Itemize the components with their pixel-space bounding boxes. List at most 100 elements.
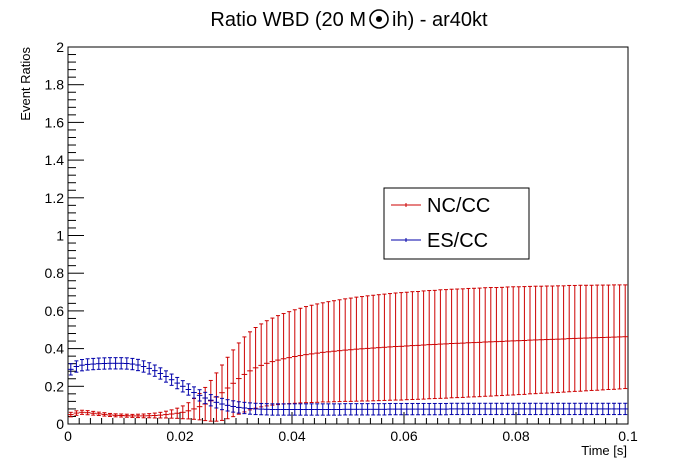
data-point [577, 402, 584, 416]
data-point [549, 402, 556, 416]
data-point [504, 402, 511, 416]
data-point [566, 402, 572, 416]
chart-title-main: Ratio WBD (20 M [210, 9, 366, 31]
data-point [544, 402, 550, 416]
data-point [112, 357, 119, 370]
data-point [572, 402, 578, 416]
data-point [471, 402, 477, 416]
chart-title: Ratio WBD (20 M ih) - ar40kt [210, 9, 488, 31]
data-point [538, 285, 544, 394]
data-point [443, 289, 449, 399]
legend-box [383, 187, 530, 260]
data-point [471, 287, 477, 398]
data-point [432, 289, 438, 400]
data-point [342, 403, 348, 416]
chart-title-suffix: ih) - ar40kt [392, 9, 488, 31]
data-point [392, 402, 399, 416]
data-point [527, 285, 533, 395]
y-tick-label: 0.4 [45, 341, 65, 357]
data-point [129, 413, 136, 418]
data-point [588, 402, 595, 416]
y-tick-label: 0.8 [45, 265, 65, 281]
data-point [336, 299, 343, 403]
data-point [202, 391, 208, 405]
data-point [236, 401, 242, 414]
data-point [376, 294, 382, 402]
data-point [163, 410, 169, 419]
data-point [174, 407, 180, 419]
data-point [135, 358, 141, 372]
data-point [168, 409, 175, 419]
series-es-cc [68, 357, 628, 416]
data-point [415, 290, 421, 400]
data-point [493, 287, 500, 397]
data-point [118, 413, 124, 418]
data-point [348, 297, 354, 402]
data-point [157, 411, 164, 419]
data-point [247, 402, 253, 415]
data-point [572, 284, 578, 392]
y-tick-label: 2 [56, 39, 64, 55]
data-point [297, 307, 304, 404]
data-point [426, 290, 432, 400]
data-point [224, 399, 231, 412]
data-point [303, 403, 309, 416]
data-point [90, 410, 96, 416]
data-point [437, 402, 444, 416]
y-tick-label: 1.4 [45, 152, 65, 168]
sun-symbol-dot [376, 16, 382, 22]
data-point [264, 403, 270, 416]
data-point [331, 403, 337, 416]
data-point [73, 410, 80, 416]
data-point [258, 402, 264, 416]
data-point [101, 357, 108, 370]
data-point [398, 292, 404, 401]
data-point [605, 402, 612, 416]
legend-label: NC/CC [427, 195, 490, 217]
data-point [616, 284, 623, 390]
data-point [314, 303, 320, 403]
data-point [420, 290, 427, 400]
data-point [230, 400, 236, 413]
data-point [124, 413, 130, 418]
x-axis: 0 0.02 0.04 0.06 0.08 0.1 [64, 412, 638, 444]
data-point [90, 357, 96, 371]
data-point [583, 402, 589, 416]
data-point [68, 411, 74, 418]
data-point [303, 306, 309, 404]
data-point [280, 403, 287, 416]
data-point [348, 403, 354, 416]
x-tick-label: 0 [64, 428, 72, 444]
data-point [560, 402, 567, 416]
data-point [331, 300, 337, 403]
data-point [381, 293, 388, 401]
data-point [476, 287, 483, 398]
data-point [336, 403, 343, 416]
data-point [583, 284, 589, 392]
data-point [185, 383, 192, 396]
data-point [465, 402, 472, 416]
data-point [325, 301, 332, 403]
data-point [560, 285, 567, 393]
y-tick-label: 1.8 [45, 77, 65, 93]
data-point [488, 287, 494, 397]
data-point [185, 402, 192, 420]
data-point [264, 320, 270, 407]
data-point [532, 285, 539, 395]
data-point [258, 323, 264, 408]
sun-symbol-ring [369, 9, 389, 29]
data-point [124, 357, 130, 370]
data-point [359, 403, 365, 416]
y-tick-label: 0 [56, 416, 64, 432]
data-point [146, 413, 152, 419]
data-point [308, 403, 315, 416]
y-axis-label: Event Ratios [18, 47, 33, 121]
data-point [460, 402, 466, 416]
data-point [532, 402, 539, 416]
data-point [275, 403, 281, 416]
data-point [516, 402, 522, 416]
legend-label: ES/CC [427, 230, 488, 252]
data-point [163, 370, 169, 383]
